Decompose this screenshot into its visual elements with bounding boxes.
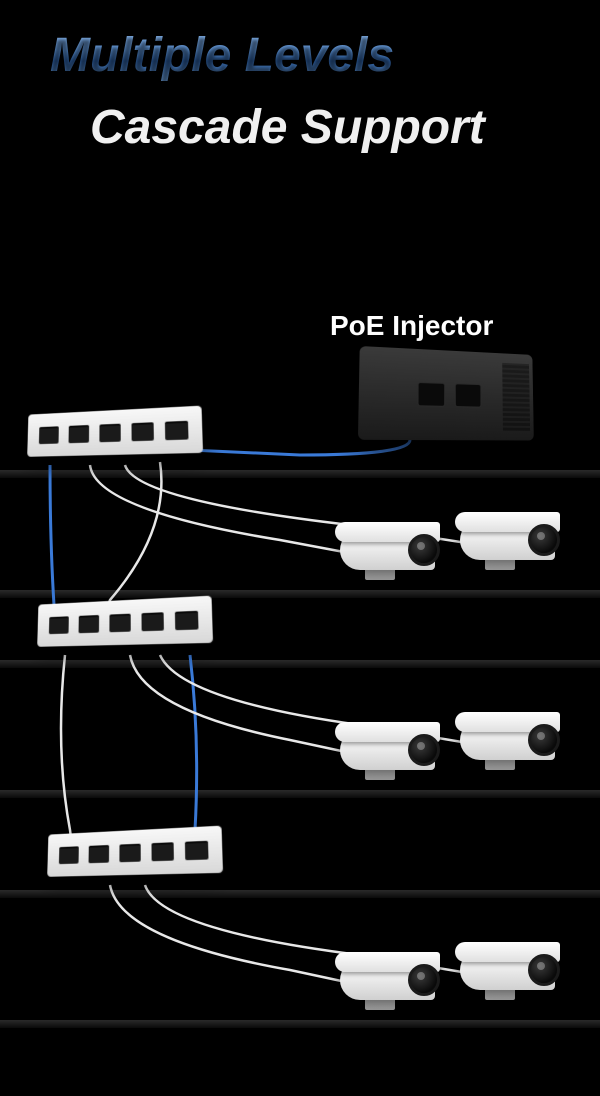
camera-lens-icon bbox=[528, 524, 560, 556]
camera-lens-icon bbox=[408, 734, 440, 766]
ethernet-port bbox=[109, 613, 130, 632]
ethernet-port bbox=[174, 610, 198, 629]
injector-label: PoE Injector bbox=[330, 310, 493, 342]
title-secondary: Cascade Support bbox=[90, 100, 485, 155]
cam-3a bbox=[330, 950, 460, 1010]
shelf bbox=[0, 660, 600, 668]
injector-port bbox=[455, 383, 482, 407]
data-cable bbox=[110, 885, 360, 985]
ethernet-port bbox=[89, 845, 110, 863]
ethernet-port bbox=[131, 422, 153, 441]
ethernet-port bbox=[141, 612, 163, 631]
cam-2a bbox=[330, 720, 460, 780]
cam-1b bbox=[450, 510, 580, 570]
shelf bbox=[0, 1020, 600, 1028]
ethernet-port bbox=[119, 843, 140, 862]
camera-lens-icon bbox=[408, 964, 440, 996]
camera-lens-icon bbox=[528, 724, 560, 756]
cam-3b bbox=[450, 940, 580, 1000]
camera-lens-icon bbox=[528, 954, 560, 986]
ethernet-port bbox=[69, 425, 90, 443]
switch-1 bbox=[20, 410, 200, 465]
injector-port bbox=[417, 382, 445, 407]
ethernet-port bbox=[151, 842, 173, 861]
ethernet-port bbox=[184, 840, 208, 859]
title-primary: Multiple Levels bbox=[50, 28, 394, 83]
ethernet-port bbox=[79, 615, 100, 633]
ethernet-port bbox=[164, 420, 188, 439]
shelf bbox=[0, 590, 600, 598]
power-cable bbox=[190, 440, 410, 455]
ethernet-port bbox=[49, 616, 69, 634]
shelf bbox=[0, 890, 600, 898]
switch-2 bbox=[30, 600, 210, 655]
shelf bbox=[0, 790, 600, 798]
poe-injector bbox=[358, 346, 534, 441]
shelf bbox=[0, 470, 600, 478]
data-cable bbox=[130, 655, 360, 755]
ethernet-port bbox=[59, 846, 79, 864]
data-cable bbox=[90, 465, 360, 555]
vent-icon bbox=[502, 363, 530, 431]
ethernet-port bbox=[99, 423, 120, 442]
cam-2b bbox=[450, 710, 580, 770]
cam-1a bbox=[330, 520, 460, 580]
camera-lens-icon bbox=[408, 534, 440, 566]
ethernet-port bbox=[39, 426, 59, 444]
switch-3 bbox=[40, 830, 220, 885]
